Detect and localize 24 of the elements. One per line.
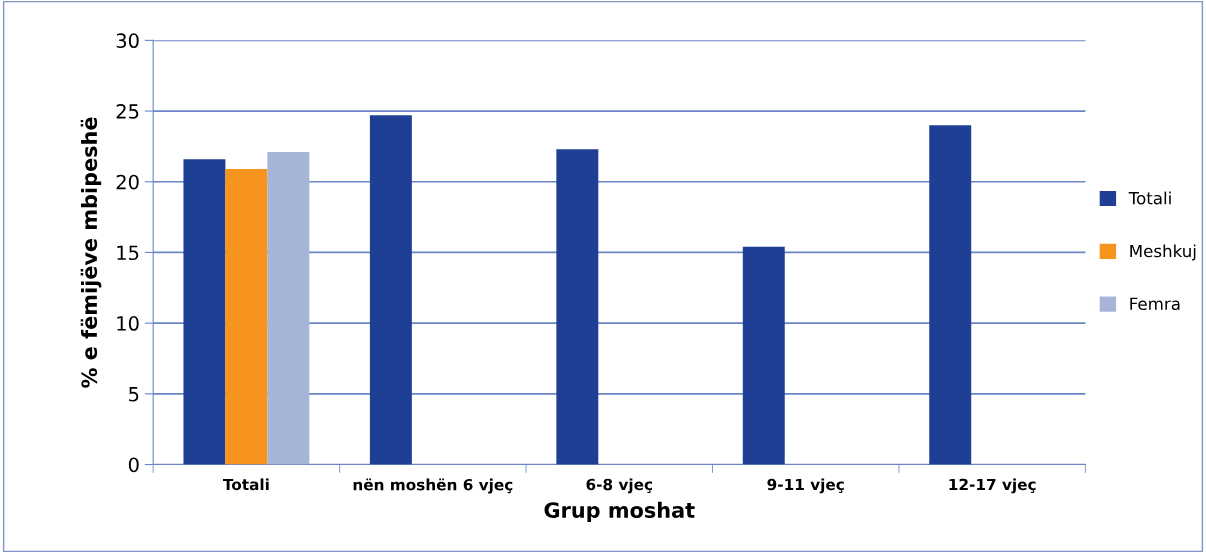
bar <box>183 159 226 465</box>
bar <box>267 152 310 465</box>
bar <box>556 149 599 465</box>
y-tick-label: 20 <box>116 174 139 190</box>
x-tick-label: 9-11 vjeç <box>767 478 844 494</box>
bar <box>225 169 268 465</box>
y-tick-label: 30 <box>116 33 139 49</box>
y-tick-label: 25 <box>116 104 139 119</box>
x-tick-label: 6-8 vjeç <box>586 478 653 494</box>
y-axis-title: % e fëmijëve mbipeshë <box>80 117 102 388</box>
y-tick-label: 0 <box>128 457 139 473</box>
bar <box>369 115 412 465</box>
y-tick-label: 10 <box>117 316 139 331</box>
bar <box>742 246 785 465</box>
x-tick-label: nën moshën 6 vjeç <box>353 478 513 494</box>
y-tick-label: 5 <box>129 387 139 402</box>
legend-label: Meshkuj <box>1130 244 1196 261</box>
legend-label: Femra <box>1130 297 1180 311</box>
x-axis-title: Grup moshat <box>544 501 695 523</box>
x-tick-label: 12-17 vjeç <box>949 478 1036 494</box>
y-tick-label: 15 <box>117 245 139 261</box>
x-tick-label: Totali <box>222 478 269 491</box>
legend-label: Totali <box>1128 191 1171 205</box>
bar <box>929 125 972 465</box>
